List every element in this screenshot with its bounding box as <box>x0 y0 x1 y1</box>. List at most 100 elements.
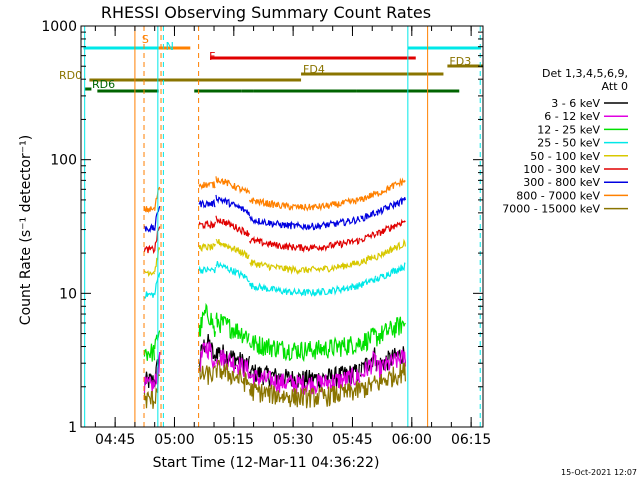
series-5-trace-0 <box>143 244 155 255</box>
series-7-trace-3 <box>215 176 251 195</box>
series-4-trace-3 <box>215 238 250 260</box>
series-7-trace-6 <box>375 177 406 197</box>
x-tick-label-4: 05:45 <box>332 432 372 448</box>
series-1-trace-5 <box>360 350 377 378</box>
x-tick-label-0: 04:45 <box>95 432 135 448</box>
flag-S: S <box>142 33 149 46</box>
series-3-trace-5 <box>359 275 377 288</box>
flag-F: F <box>209 50 215 63</box>
series-6-trace-5 <box>360 209 377 222</box>
chart-title: RHESSI Observing Summary Count Rates <box>101 3 431 22</box>
legend-label-2: 12 - 25 keV <box>537 123 600 136</box>
series-2-trace-3 <box>215 312 250 345</box>
series-7 <box>143 176 406 214</box>
series-1 <box>143 341 406 395</box>
series-4-trace-5 <box>359 253 376 266</box>
series-1-trace-3 <box>215 349 251 379</box>
series-3-trace-4 <box>249 282 361 297</box>
x-tick-label-6: 06:15 <box>451 432 491 448</box>
legend-label-1: 6 - 12 keV <box>544 110 600 123</box>
timestamp: 15-Oct-2021 12:07 <box>561 468 637 477</box>
series-6-trace-6 <box>375 196 406 216</box>
series-4-trace-0 <box>143 270 155 278</box>
x-axis-label: Start Time (12-Mar-11 04:36:22) <box>153 455 380 471</box>
series-8-trace-5 <box>359 375 377 398</box>
x-tick-label-1: 05:00 <box>154 432 194 448</box>
series-2-trace-6 <box>375 316 406 347</box>
series-3-trace-3 <box>215 261 250 283</box>
series-7-trace-0 <box>143 206 155 214</box>
series-2-trace-5 <box>359 327 377 353</box>
x-tick-label-3: 05:30 <box>273 432 313 448</box>
series-8 <box>143 359 406 409</box>
legend-header-attenuator: Att 0 <box>602 80 628 93</box>
series-3-trace-1 <box>154 272 161 296</box>
series-5-trace-6 <box>376 218 406 236</box>
series-3-trace-6 <box>375 262 406 283</box>
legend-label-4: 50 - 100 keV <box>530 150 600 163</box>
series-4 <box>143 238 406 278</box>
decimation-label-3: RD6 <box>92 78 115 91</box>
legend-label-6: 300 - 800 keV <box>523 176 600 189</box>
axes: 1 10 100 1000 04:45 05:00 05:15 05:30 05:45 06:00… <box>41 19 491 448</box>
legend-label-7: 800 - 7000 keV <box>516 189 600 202</box>
legend-label-0: 3 - 6 keV <box>551 97 600 110</box>
legend-header-detectors: Det 1,3,4,5,6,9, <box>542 67 628 80</box>
series-4-trace-2 <box>198 242 216 253</box>
series-6-trace-1 <box>154 206 161 231</box>
series-2 <box>143 302 406 363</box>
y-axis-label: Count Rate (s⁻¹ detector⁻¹) <box>18 135 34 325</box>
series-8-trace-1 <box>154 374 161 404</box>
series-6-trace-2 <box>198 198 216 209</box>
decimation-label-0: RD0 <box>59 69 82 82</box>
series-5-trace-4 <box>249 235 361 254</box>
x-tick-label-2: 05:15 <box>214 432 254 448</box>
series-5-trace-5 <box>360 231 377 243</box>
series-2-trace-0 <box>143 343 155 362</box>
legend-label-8: 7000 - 15000 keV <box>502 203 600 216</box>
y-tick-label-2: 100 <box>50 153 77 169</box>
series-0-trace-4 <box>249 363 361 390</box>
series-6-trace-0 <box>143 223 155 233</box>
series-2-trace-2 <box>198 302 216 337</box>
series-2-trace-1 <box>154 330 161 350</box>
legend-label-5: 100 - 300 keV <box>523 163 600 176</box>
decimation-label-2: FD3 <box>449 55 471 68</box>
series-3-trace-2 <box>198 265 216 274</box>
series-5-trace-2 <box>198 219 216 230</box>
series-3-trace-0 <box>144 291 155 299</box>
series-6-trace-4 <box>249 215 361 231</box>
series-2-trace-4 <box>249 335 361 363</box>
series-1-trace-0 <box>143 376 155 395</box>
series-8-trace-0 <box>143 390 155 409</box>
series-7-trace-4 <box>249 196 361 212</box>
series-4-trace-4 <box>249 259 361 275</box>
series-8-trace-2 <box>198 365 216 385</box>
decimation-label-1: FD4 <box>303 63 325 76</box>
series-6 <box>143 194 406 233</box>
flag-N: N <box>166 40 174 53</box>
y-tick-label-3: 1000 <box>41 19 77 35</box>
series-7-trace-1 <box>154 186 161 211</box>
series-5 <box>143 215 406 255</box>
series-5-trace-1 <box>154 226 161 252</box>
series-7-trace-2 <box>198 181 216 190</box>
series-3 <box>144 261 406 299</box>
legend-label-3: 25 - 50 keV <box>537 137 600 150</box>
x-tick-label-5: 06:00 <box>392 432 432 448</box>
series-5-trace-3 <box>215 215 251 237</box>
plot-frame <box>80 25 484 428</box>
series-8-trace-6 <box>375 362 406 391</box>
y-tick-label-1: 10 <box>59 286 77 302</box>
series-6-trace-3 <box>215 194 251 217</box>
y-tick-label-0: 1 <box>68 420 77 436</box>
series-1-trace-2 <box>198 341 216 372</box>
series-8-trace-4 <box>249 380 361 409</box>
series-4-trace-6 <box>375 238 406 261</box>
series-4-trace-1 <box>154 247 161 273</box>
plot-area: RD0 FD4 FD3 RD6 S N F <box>59 26 483 427</box>
series-0-trace-0 <box>143 371 155 389</box>
series-1-trace-1 <box>154 352 161 386</box>
